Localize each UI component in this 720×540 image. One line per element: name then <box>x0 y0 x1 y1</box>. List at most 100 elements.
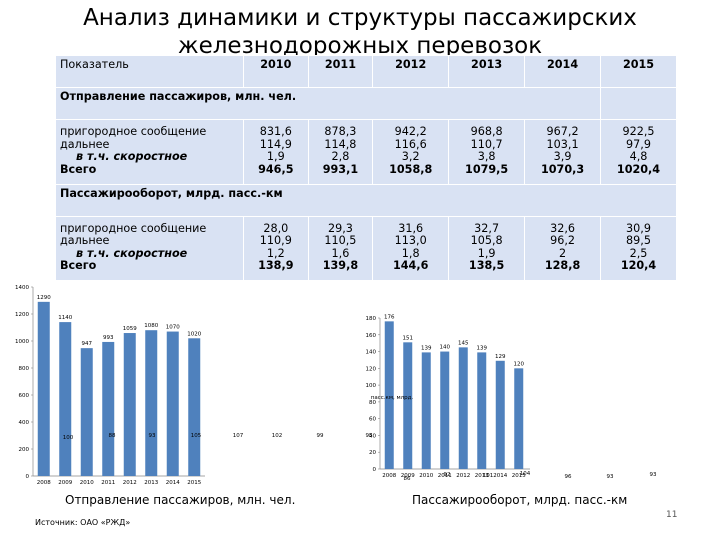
bar <box>403 342 413 469</box>
data-label: 1140 <box>58 315 72 321</box>
index-label: 95 <box>366 433 373 439</box>
page-title: Анализ динамики и структуры пассажирских… <box>83 5 637 59</box>
y-tick-label: 200 <box>19 447 30 453</box>
x-tick-label: 2009 <box>58 480 72 486</box>
source-note: Источник: ОАО «РЖД» <box>35 518 131 527</box>
year-header: 2010 <box>243 54 309 89</box>
y-tick-label: 400 <box>19 420 30 426</box>
y-tick-label: 1200 <box>15 312 29 318</box>
x-tick-label: 2008 <box>382 473 396 479</box>
data-label: 139 <box>477 345 488 351</box>
section-row: Пассажирооборот, млрд. пасс.-км <box>55 183 677 217</box>
x-tick-label: 2013 <box>475 473 489 479</box>
data-label: 129 <box>495 354 506 360</box>
chart-caption-turnover: Пассажирооборот, млрд. пасс.-км <box>412 493 628 507</box>
x-tick-label: 2012 <box>456 473 470 479</box>
y-tick-label: 180 <box>366 316 377 322</box>
year-values: 878,3 114,8 2,8 993,1 <box>307 119 374 185</box>
data-label: 1290 <box>37 295 51 301</box>
index-label: 104 <box>520 471 531 477</box>
y-tick-label: 140 <box>366 350 377 356</box>
year-values: 32,7 105,8 1,9 138,5 <box>448 215 526 282</box>
data-label: 1020 <box>187 331 201 337</box>
data-label: 1070 <box>166 325 180 331</box>
bar <box>59 322 72 476</box>
index-label: 101 <box>483 473 494 479</box>
y-tick-label: 0 <box>26 474 30 480</box>
bar <box>37 301 50 476</box>
data-label: 145 <box>458 340 469 346</box>
data-table: Показатель 2010 2011 2012 2013 2014 2015… <box>54 54 677 282</box>
x-tick-label: 2015 <box>187 480 201 486</box>
x-tick-label: 2011 <box>101 480 115 486</box>
index-label: 88 <box>109 433 116 439</box>
bar <box>514 368 524 469</box>
data-label: 947 <box>82 341 93 347</box>
table-row: пригородное сообщение дальнее в т.ч. ско… <box>55 215 677 282</box>
series-annotation: пасс.км, млрд. <box>371 395 414 401</box>
table-row: пригородное сообщение дальнее в т.ч. ско… <box>55 119 677 185</box>
index-label: 100 <box>63 435 74 441</box>
x-tick-label: 2011 <box>438 473 452 479</box>
bar <box>166 331 179 476</box>
data-label: 139 <box>421 345 432 351</box>
year-header: 2011 <box>307 54 374 89</box>
bar <box>102 341 115 476</box>
turnover-chart: 0 20 40 60 80 100 120 140 160 180 176 2008 151 2009 13… <box>366 314 657 482</box>
year-header: 2013 <box>448 54 526 89</box>
index-label: 102 <box>272 433 283 439</box>
y-tick-label: 40 <box>369 433 376 439</box>
index-label: 93 <box>149 433 156 439</box>
data-label: 120 <box>514 361 525 367</box>
year-header: 2014 <box>524 54 602 89</box>
x-tick-label: 2010 <box>80 480 94 486</box>
index-label: 99 <box>317 433 324 439</box>
year-header: 2012 <box>372 54 450 89</box>
bar <box>440 351 450 469</box>
x-tick-label: 2014 <box>493 473 507 479</box>
year-values: 29,3 110,5 1,6 139,8 <box>307 215 374 282</box>
bar <box>145 330 158 476</box>
x-tick-label: 2008 <box>37 480 51 486</box>
year-values: 32,6 96,2 2 128,8 <box>524 215 602 282</box>
page-number: 11 <box>666 510 678 520</box>
year-values: 922,5 97,9 4,8 1020,4 <box>600 119 677 185</box>
y-tick-label: 1400 <box>15 285 29 291</box>
index-label: 105 <box>191 433 202 439</box>
bar <box>477 352 487 469</box>
data-label: 151 <box>403 335 414 341</box>
x-tick-label: 2012 <box>123 480 137 486</box>
x-tick-label: 2015 <box>512 473 526 479</box>
index-label: 93 <box>607 474 614 480</box>
chart-caption-passengers: Отправление пассажиров, млн. чел. <box>65 493 296 507</box>
bar <box>188 338 201 476</box>
y-tick-label: 160 <box>366 333 377 339</box>
bar <box>384 321 394 469</box>
year-values: 30,9 89,5 2,5 120,4 <box>600 215 677 282</box>
data-label: 1080 <box>144 323 158 329</box>
y-tick-label: 120 <box>366 366 377 372</box>
year-values: 831,6 114,9 1,9 946,5 <box>243 119 309 185</box>
header-label: Показатель <box>55 54 244 89</box>
year-values: 968,8 110,7 3,8 1079,5 <box>448 119 526 185</box>
section-title: Отправление пассажиров, млн. чел. <box>54 87 602 121</box>
year-header: 2015 <box>600 54 677 89</box>
y-tick-label: 0 <box>373 467 377 473</box>
index-label: 92 <box>444 472 451 478</box>
y-tick-label: 100 <box>366 383 377 389</box>
year-values: 28,0 110,9 1,2 138,9 <box>243 215 309 282</box>
x-tick-label: 2010 <box>419 473 433 479</box>
x-tick-label: 2014 <box>166 480 180 486</box>
y-tick-label: 1000 <box>15 339 29 345</box>
section-title: Пассажирооборот, млрд. пасс.-км <box>55 183 677 217</box>
year-values: 967,2 103,1 3,9 1070,3 <box>524 119 602 185</box>
y-tick-label: 20 <box>369 450 376 456</box>
bar <box>495 360 505 469</box>
bar <box>80 348 93 476</box>
y-tick-label: 800 <box>19 366 30 372</box>
row-labels: пригородное сообщение дальнее в т.ч. ско… <box>55 215 244 282</box>
year-values: 942,2 116,6 3,2 1058,8 <box>372 119 450 185</box>
data-label: 1059 <box>123 326 137 332</box>
passengers-chart: 0 200 400 600 800 1000 1200 1400 1290 2008 1140 200… <box>15 285 324 486</box>
y-tick-label: 60 <box>369 417 376 423</box>
